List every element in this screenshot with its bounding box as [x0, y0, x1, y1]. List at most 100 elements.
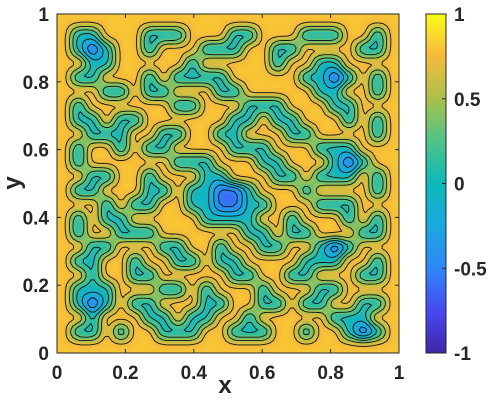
field-cell — [309, 144, 315, 149]
field-cell — [359, 56, 364, 61]
field-cell — [288, 119, 293, 125]
field-cell — [163, 169, 169, 174]
field-cell — [267, 74, 272, 79]
field-cell — [117, 88, 122, 93]
field-cell — [349, 183, 354, 188]
field-cell — [306, 21, 311, 26]
field-cell — [117, 194, 122, 199]
field-cell — [306, 187, 311, 192]
field-cell — [149, 172, 154, 178]
field-cell — [324, 119, 329, 125]
field-cell — [174, 155, 179, 160]
field-cell — [124, 155, 129, 160]
field-cell — [89, 102, 94, 107]
field-cell — [249, 148, 254, 153]
field-cell — [217, 59, 222, 65]
field-cell — [277, 52, 283, 57]
field-cell — [260, 21, 265, 26]
field-cell — [96, 49, 101, 54]
field-cell — [302, 56, 307, 61]
field-cell — [334, 165, 340, 170]
field-cell — [317, 158, 322, 163]
field-cell — [160, 123, 165, 128]
field-cell — [89, 162, 94, 167]
field-cell — [274, 24, 279, 29]
field-cell — [213, 158, 218, 163]
field-cell — [174, 74, 179, 79]
field-cell — [57, 45, 62, 50]
field-cell — [128, 127, 133, 132]
field-cell — [256, 59, 261, 65]
field-cell — [274, 31, 279, 36]
field-cell — [374, 42, 379, 47]
field-cell — [366, 172, 372, 178]
field-cell — [281, 88, 286, 93]
field-cell — [128, 66, 133, 72]
field-cell — [171, 112, 176, 118]
field-cell — [199, 179, 204, 185]
field-cell — [235, 105, 240, 110]
field-cell — [153, 179, 158, 185]
field-cell — [274, 52, 279, 57]
field-cell — [281, 112, 286, 118]
field-cell — [67, 98, 72, 103]
field-cell — [295, 14, 300, 19]
field-cell — [57, 66, 62, 72]
field-cell — [121, 179, 126, 185]
field-cell — [292, 112, 297, 118]
field-cell — [203, 28, 208, 33]
field-cell — [388, 102, 393, 107]
field-cell — [331, 38, 336, 43]
field-cell — [324, 109, 329, 114]
field-cell — [135, 155, 140, 160]
field-cell — [245, 14, 250, 19]
field-cell — [292, 155, 297, 160]
field-cell — [302, 28, 307, 33]
field-cell — [163, 81, 169, 86]
field-cell — [349, 74, 354, 79]
field-cell — [203, 194, 208, 199]
field-cell — [235, 102, 240, 107]
field-cell — [238, 49, 243, 54]
field-cell — [288, 74, 293, 79]
field-cell — [270, 130, 275, 135]
field-cell — [285, 24, 290, 29]
field-cell — [320, 109, 325, 114]
field-cell — [146, 38, 151, 43]
field-cell — [103, 144, 108, 149]
field-cell — [99, 31, 104, 36]
field-cell — [217, 119, 222, 125]
field-cell — [359, 165, 364, 170]
field-cell — [224, 119, 229, 125]
field-cell — [206, 70, 211, 75]
field-cell — [138, 119, 144, 125]
field-cell — [156, 130, 161, 135]
field-cell — [135, 134, 140, 139]
field-cell — [324, 187, 329, 192]
field-cell — [342, 91, 347, 96]
field-cell — [188, 137, 193, 142]
field-cell — [78, 127, 83, 132]
field-cell — [356, 190, 361, 195]
field-cell — [99, 148, 104, 153]
field-cell — [263, 116, 268, 121]
field-cell — [146, 88, 151, 93]
field-cell — [178, 172, 183, 178]
field-cell — [163, 155, 169, 160]
field-cell — [242, 35, 247, 40]
field-cell — [260, 144, 265, 149]
field-cell — [242, 21, 247, 26]
field-cell — [327, 123, 332, 128]
field-cell — [203, 56, 208, 61]
field-cell — [345, 88, 350, 93]
field-cell — [213, 77, 218, 82]
field-cell — [285, 45, 290, 50]
field-cell — [288, 172, 293, 178]
field-cell — [106, 14, 112, 19]
field-cell — [352, 102, 357, 107]
field-cell — [260, 194, 265, 199]
field-cell — [370, 14, 375, 19]
field-cell — [374, 158, 379, 163]
field-cell — [388, 66, 393, 72]
field-cell — [156, 21, 161, 26]
